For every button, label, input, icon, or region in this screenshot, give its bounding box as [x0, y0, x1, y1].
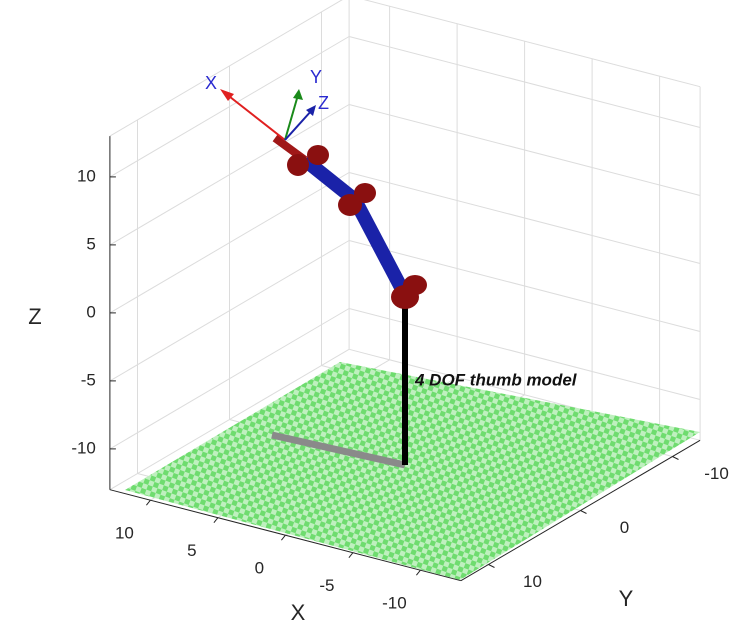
wall-edge	[363, 0, 701, 88]
tick	[416, 569, 421, 576]
z-tick-label: 0	[86, 302, 95, 321]
joint	[307, 145, 329, 165]
z-axis-label: Z	[28, 304, 41, 329]
tick	[146, 499, 151, 506]
z-tick-label: -10	[71, 438, 96, 457]
y-tick-label: 0	[620, 518, 629, 537]
frame-y-arrow	[284, 94, 299, 141]
x-tick-label: -10	[382, 594, 407, 613]
joint	[354, 183, 376, 203]
arrowhead	[293, 89, 303, 100]
x-tick-label: 0	[255, 559, 264, 578]
z-tick-label: -5	[81, 370, 96, 389]
tick	[580, 510, 587, 514]
frame-z-arrow	[284, 109, 313, 141]
x-tick-label: 5	[187, 541, 196, 560]
z-tick-label: 5	[86, 234, 95, 253]
floor	[125, 362, 700, 580]
tick	[281, 534, 286, 541]
link	[300, 154, 360, 206]
z-tick-label: 10	[77, 166, 96, 185]
x-tick-label: 10	[115, 524, 134, 543]
frame-x-arrow	[224, 92, 286, 141]
annotation: 4 DOF thumb model	[414, 370, 578, 389]
frame-label: X	[205, 73, 217, 93]
frame-label: Y	[310, 67, 322, 87]
tick	[672, 456, 679, 460]
tick	[348, 552, 354, 559]
joint	[338, 194, 362, 216]
axes: -10 -5 0 5 10 -10 -5 0 5 10 -10 0 10	[71, 136, 729, 613]
joint	[287, 154, 309, 176]
robot	[220, 89, 427, 469]
link	[348, 196, 412, 299]
base-link	[271, 431, 406, 469]
tick	[488, 564, 495, 568]
y-tick-label: 10	[523, 572, 542, 591]
arrowhead	[306, 105, 316, 116]
x-tick-label: -5	[319, 576, 334, 595]
y-tick-label: -10	[704, 464, 729, 483]
y-axis-label: Y	[619, 586, 634, 611]
joint	[403, 275, 427, 295]
tick	[213, 517, 219, 524]
frame-label: Z	[318, 93, 329, 113]
arrowhead	[220, 89, 234, 101]
x-axis-label: X	[291, 600, 306, 625]
